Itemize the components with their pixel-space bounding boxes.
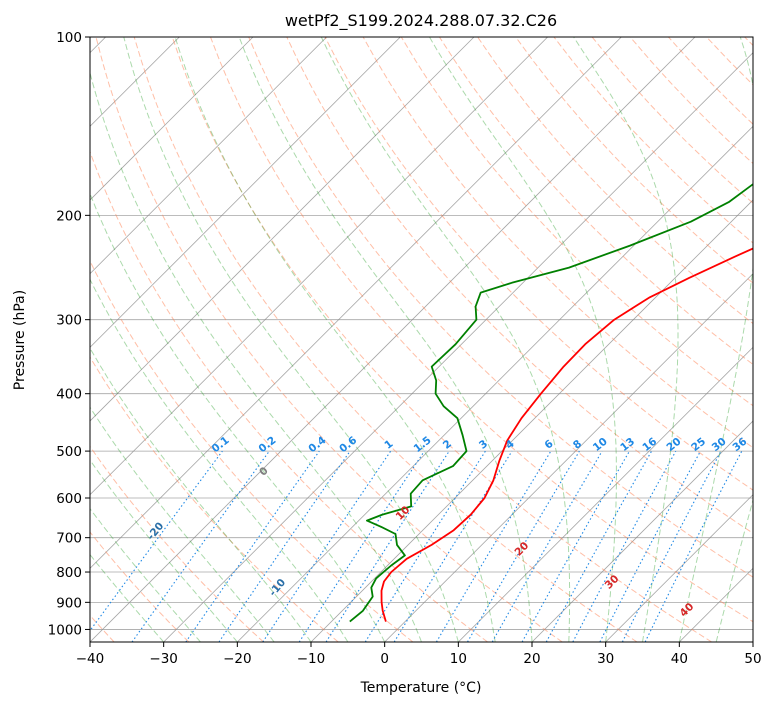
- mixing-ratio-line: [325, 450, 450, 642]
- dry-adiabat-line: [438, 37, 753, 366]
- x-tick-label: −30: [149, 651, 178, 667]
- x-tick-label: 10: [450, 651, 467, 667]
- y-tick-label: 500: [56, 444, 82, 460]
- y-tick-label: 800: [56, 565, 82, 581]
- isotherm-line: [531, 420, 753, 642]
- mixing-ratio-line: [393, 450, 513, 642]
- isotherm-line: [90, 37, 475, 422]
- mixing-ratio-line: [644, 450, 743, 642]
- y-tick-label: 700: [56, 531, 82, 547]
- isotherm-line: [163, 52, 753, 642]
- moist-adiabat-line: [90, 406, 275, 642]
- y-tick-label: 900: [56, 595, 82, 611]
- dry-adiabat-line: [133, 37, 638, 642]
- y-tick-label: 100: [56, 30, 82, 46]
- moist-adiabat-line: [174, 37, 496, 642]
- moist-adiabat-line: [90, 278, 349, 642]
- dry-adiabat-line: [90, 259, 414, 642]
- dry-adiabat-line: [95, 37, 563, 642]
- mixing-ratio-line: [218, 450, 351, 642]
- moist-adiabat-line: [90, 459, 238, 642]
- x-tick-label: 50: [744, 651, 761, 667]
- dry-adiabat-line: [90, 356, 339, 642]
- isotherm-line: [90, 37, 622, 569]
- x-tick-label: −40: [76, 651, 105, 667]
- y-tick-label: 400: [56, 387, 82, 403]
- x-axis-label: Temperature (°C): [360, 680, 482, 696]
- y-tick-label: 200: [56, 208, 82, 224]
- moist-adiabat-line: [320, 37, 571, 642]
- dewpoint-profile: [349, 183, 753, 623]
- moist-adiabat-line: [90, 553, 165, 642]
- dry-adiabat-line: [210, 37, 753, 623]
- moist-adiabat-line: [90, 507, 201, 642]
- dry-adiabat-line: [171, 37, 712, 642]
- moist-adiabat-line: [90, 347, 312, 642]
- x-tick-label: 20: [523, 651, 540, 667]
- moist-adiabat-line: [678, 37, 753, 642]
- plot-frame: [89, 36, 754, 643]
- mixing-ratio-line: [185, 450, 320, 642]
- dry-adiabat-line: [248, 37, 753, 578]
- moist-adiabat-line: [429, 37, 617, 642]
- mixing-ratio-line: [572, 450, 677, 642]
- isotherm-line: [458, 346, 753, 642]
- isotherm-line: [605, 494, 753, 642]
- x-tick-label: −20: [223, 651, 252, 667]
- y-axis-label: Pressure (hPa): [12, 290, 28, 390]
- isotherm-line: [90, 37, 401, 348]
- moist-adiabat-line: [90, 192, 386, 642]
- y-tick-label: 1000: [48, 622, 82, 638]
- dry-adiabat-line: [90, 445, 264, 642]
- moist-adiabat-line: [238, 37, 533, 642]
- mixing-ratio-line: [545, 450, 653, 642]
- x-tick-label: 0: [380, 651, 389, 667]
- isotherm-line: [90, 37, 254, 201]
- isotherm-line: [90, 37, 696, 642]
- dry-adiabat-line: [90, 531, 190, 642]
- mixing-ratio-line: [262, 450, 392, 642]
- dry-adiabat-line: [90, 150, 488, 642]
- x-tick-label: 30: [597, 651, 614, 667]
- y-tick-label: 300: [56, 313, 82, 329]
- isotherm-line: [90, 37, 327, 275]
- moist-adiabat-line: [573, 37, 679, 642]
- isotherm-line: [90, 37, 548, 496]
- dry-adiabat-line: [400, 37, 753, 407]
- chart-title: wetPf2_S199.2024.288.07.32.C26: [285, 11, 557, 31]
- mixing-ratio-line: [298, 450, 425, 642]
- moist-adiabat-line: [90, 70, 422, 642]
- y-tick-label: 600: [56, 491, 82, 507]
- isotherm-line: [237, 125, 753, 642]
- temperature-profile: [380, 247, 753, 622]
- x-tick-label: −10: [297, 651, 326, 667]
- x-tick-label: 40: [671, 651, 688, 667]
- mixing-ratio-line: [90, 450, 223, 632]
- mixing-ratio-line: [521, 450, 630, 642]
- dry-adiabat-line: [515, 37, 753, 284]
- dry-adiabat-line: [286, 37, 753, 534]
- isotherm-line: [384, 273, 753, 642]
- moist-adiabat-line: [123, 37, 459, 642]
- mixing-ratio-line: [131, 450, 270, 642]
